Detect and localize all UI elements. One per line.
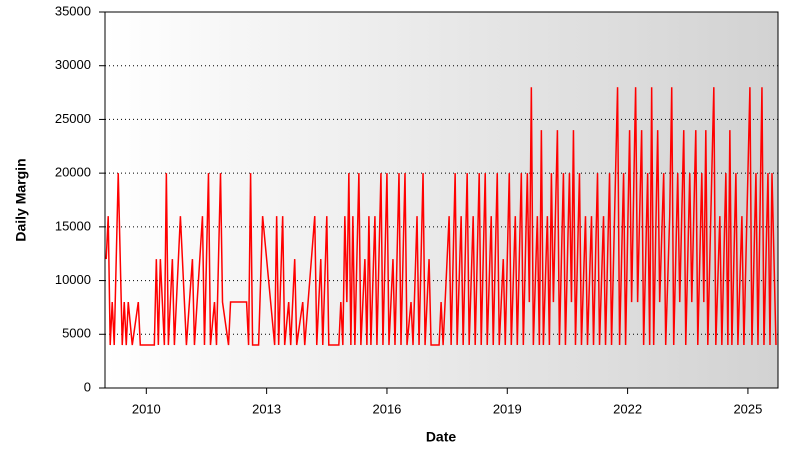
y-tick-label: 15000 [55, 218, 91, 233]
x-tick-label: 2019 [493, 401, 522, 416]
y-tick-label: 25000 [55, 111, 91, 126]
y-tick-label: 0 [84, 379, 91, 394]
x-tick-label: 2013 [252, 401, 281, 416]
y-tick-label: 10000 [55, 272, 91, 287]
x-tick-label: 2010 [132, 401, 161, 416]
data-line [105, 87, 777, 346]
x-tick-label: 2025 [733, 401, 762, 416]
y-axis-label: Daily Margin [13, 158, 29, 241]
x-axis-label: Date [426, 429, 457, 445]
y-tick-label: 35000 [55, 3, 91, 18]
x-tick-label: 2022 [613, 401, 642, 416]
y-tick-label: 5000 [62, 326, 91, 341]
y-tick-label: 30000 [55, 57, 91, 72]
y-tick-label: 20000 [55, 165, 91, 180]
x-tick-label: 2016 [372, 401, 401, 416]
